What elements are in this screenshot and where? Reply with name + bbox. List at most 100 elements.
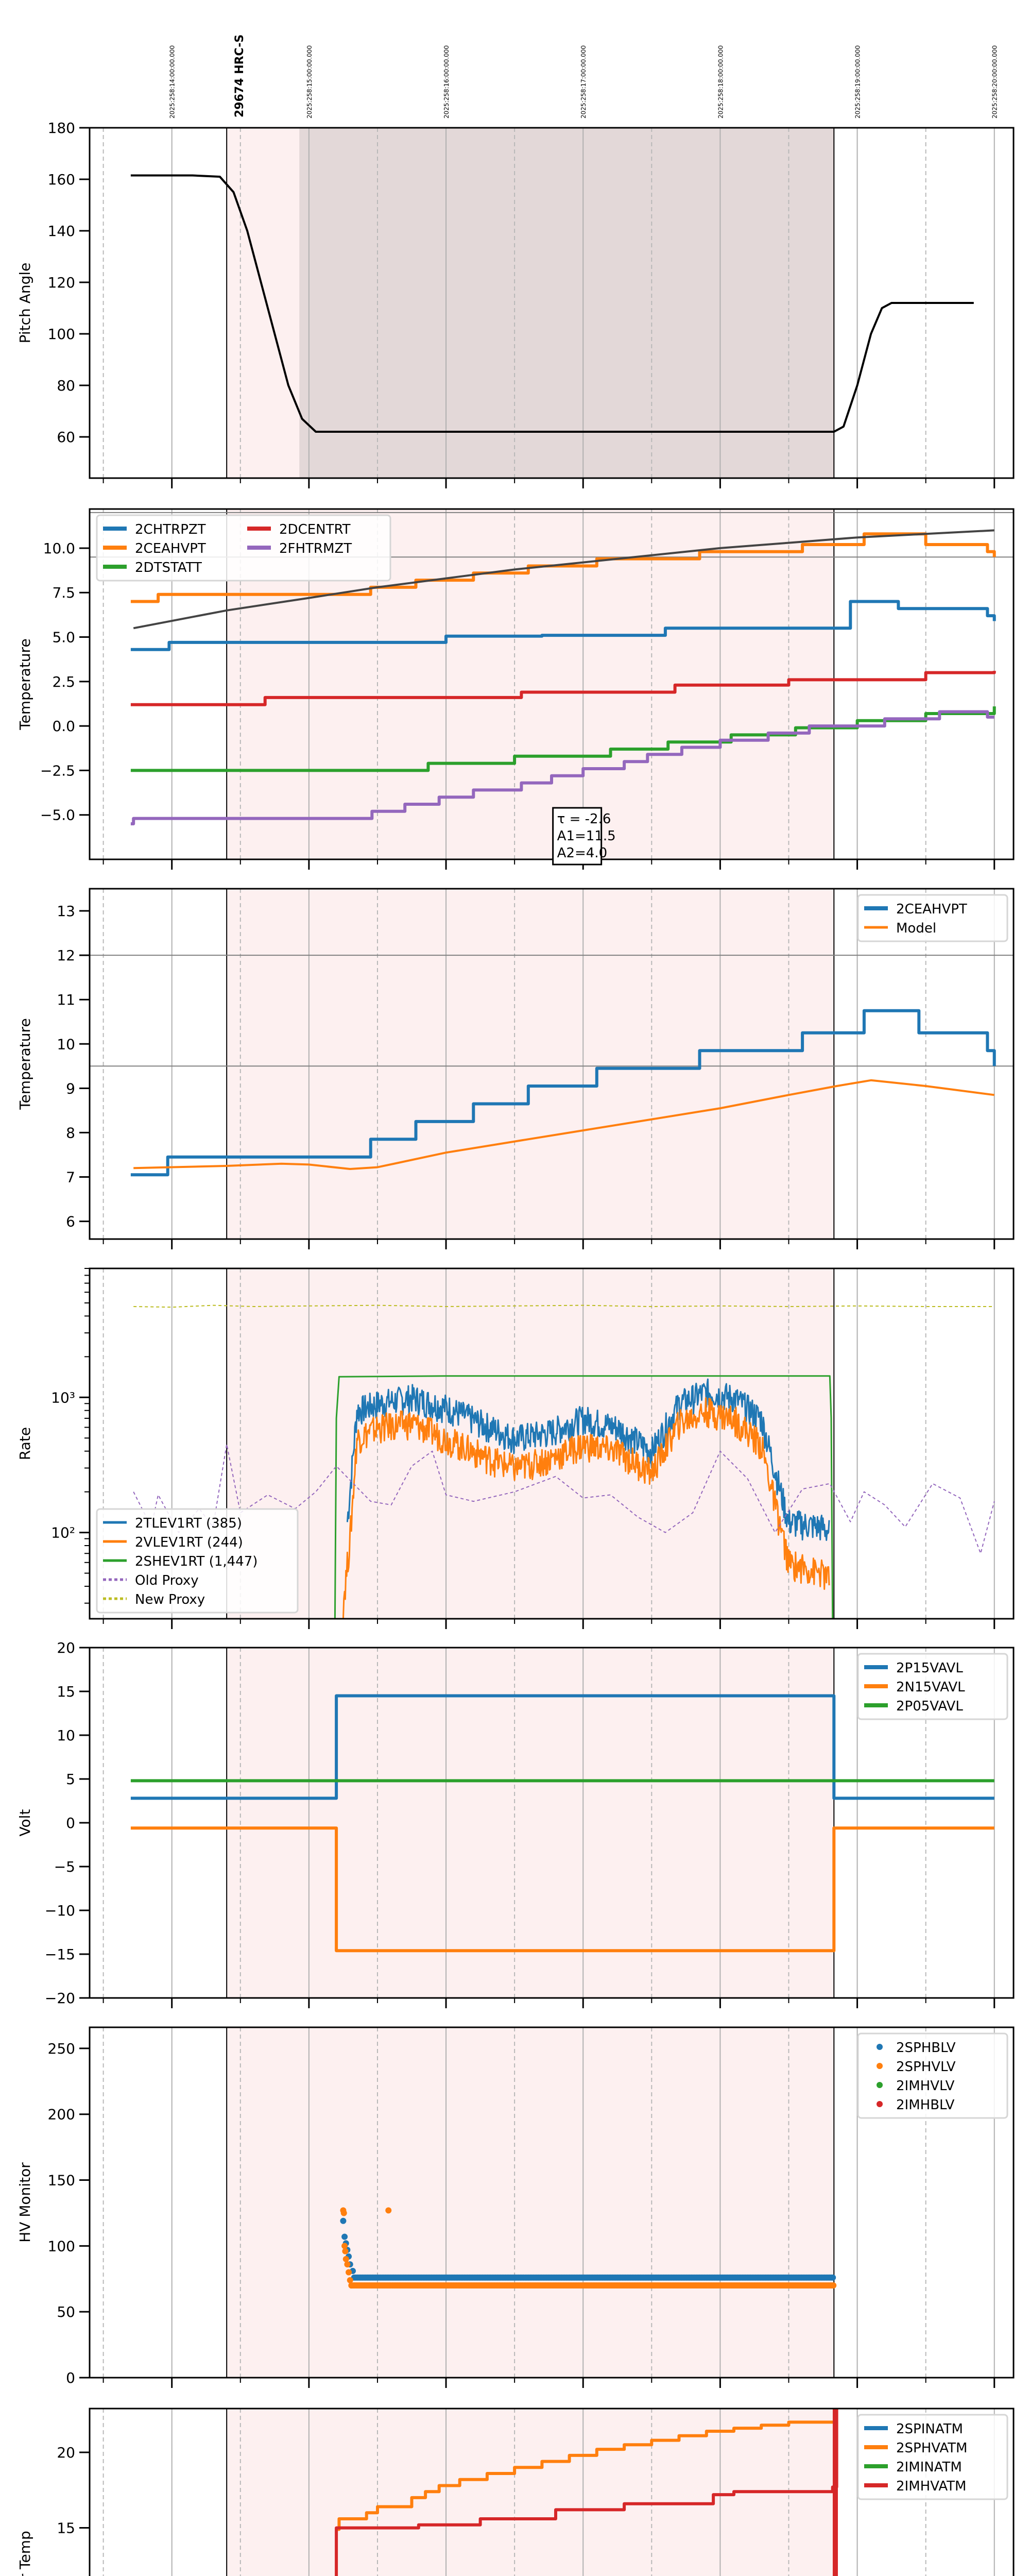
y-tick-label: 20 bbox=[57, 1639, 75, 1656]
y-axis-label: Rate bbox=[16, 1427, 33, 1460]
observation-window-shade bbox=[227, 1648, 834, 1998]
legend-label: 2DCENTRT bbox=[279, 522, 351, 537]
y-tick-label: −2.5 bbox=[40, 762, 75, 779]
y-tick-label: 180 bbox=[48, 120, 75, 137]
y-tick-label: 60 bbox=[57, 429, 75, 446]
scatter-point bbox=[344, 2261, 351, 2268]
series-line-model bbox=[133, 529, 994, 630]
legend-item: Old Proxy bbox=[103, 1573, 199, 1588]
plot-frame bbox=[89, 2408, 1015, 2576]
scatter-point bbox=[342, 2256, 349, 2262]
panel-4: 10² 10³ Rate 2TLEV1RT (385) 2VLEV1RT (244) 2S… bbox=[16, 1267, 1015, 1629]
series-line-2dtstatt bbox=[130, 706, 996, 772]
series-group bbox=[335, 2409, 838, 2576]
legend-marker bbox=[877, 2063, 883, 2069]
y-tick-label: 12 bbox=[57, 947, 75, 964]
scatter-point bbox=[830, 2282, 837, 2289]
legend-item: 2IMHVATM bbox=[864, 2479, 966, 2494]
legend-item: 2SPHVLV bbox=[877, 2059, 956, 2075]
y-tick-label: −15 bbox=[45, 1946, 75, 1963]
series-line-2vlev1rt-244- bbox=[342, 1397, 830, 1619]
y-tick-label: 100 bbox=[48, 2238, 75, 2255]
y-tick-label: 9 bbox=[66, 1080, 75, 1097]
top-time-label: 2025:258:19:00:00.000 bbox=[854, 45, 862, 118]
legend: 2SPINATM 2SPHVATM 2IMINATM 2IMHVATM bbox=[857, 2414, 1008, 2500]
legend-item: 2SHEV1RT (1,447) bbox=[103, 1554, 258, 1569]
legend-label: 2SPHVLV bbox=[896, 2059, 956, 2075]
y-axis-label: Volt bbox=[16, 1809, 33, 1837]
series-line-old-proxy bbox=[133, 1444, 995, 1554]
y-tick-label: 80 bbox=[57, 377, 75, 394]
y-tick-label: 13 bbox=[57, 903, 75, 920]
legend-label: 2P15VAVL bbox=[896, 1660, 963, 1676]
series-group bbox=[130, 174, 974, 433]
y-tick-label: 10³ bbox=[51, 1389, 75, 1406]
legend-marker bbox=[877, 2082, 883, 2088]
y-tick-label: 8 bbox=[66, 1124, 75, 1141]
legend-label: 2IMHBLV bbox=[896, 2097, 955, 2113]
legend-label: 2SPHBLV bbox=[896, 2040, 956, 2056]
y-tick-label: 0 bbox=[66, 2369, 75, 2386]
plot-frame bbox=[89, 2026, 1015, 2379]
legend-marker bbox=[877, 2101, 883, 2107]
legend-label: Old Proxy bbox=[135, 1573, 199, 1588]
series-line-model bbox=[133, 1079, 994, 1170]
legend-label: 2SHEV1RT (1,447) bbox=[135, 1554, 258, 1569]
panel-2: −5.0 −2.5 0.0 2.5 5.0 7.5 10.0 Temperature 2CHTR… bbox=[16, 508, 1015, 870]
legend-box bbox=[857, 1653, 1008, 1720]
series-line-2ceahvpt bbox=[130, 532, 996, 603]
y-tick-label: 0.0 bbox=[52, 718, 75, 735]
series-line-2fhtrmzt bbox=[130, 710, 994, 825]
y-tick-label: 0 bbox=[66, 1815, 75, 1832]
legend-item: 2DTSTATT bbox=[103, 560, 202, 575]
legend-item: 2SPINATM bbox=[864, 2421, 963, 2437]
annotation-line: τ = -2.6 bbox=[557, 811, 611, 827]
y-tick-label: 15 bbox=[57, 1683, 75, 1700]
legend-item: 2VLEV1RT (244) bbox=[103, 1535, 243, 1550]
y-tick-label: 10 bbox=[57, 1727, 75, 1744]
legend-label: 2TLEV1RT (385) bbox=[135, 1516, 242, 1531]
legend-label: 2IMHVATM bbox=[896, 2479, 966, 2494]
y-tick-label: 10 bbox=[57, 1036, 75, 1053]
legend-item: 2SPHBLV bbox=[877, 2040, 956, 2056]
series-group bbox=[340, 2207, 837, 2289]
legend-label: 2N15VAVL bbox=[896, 1680, 965, 1695]
legend-item: 2P15VAVL bbox=[864, 1660, 963, 1676]
plot-frame bbox=[89, 1267, 1015, 1620]
legend-box bbox=[857, 2032, 1008, 2119]
legend-item: 2P05VAVL bbox=[864, 1699, 963, 1714]
top-time-label: 2025:258:20:00:00.000 bbox=[991, 45, 999, 118]
scatter-point bbox=[342, 2248, 349, 2255]
legend: 2P15VAVL 2N15VAVL 2P05VAVL bbox=[857, 1653, 1008, 1720]
series-line-2n15vavl bbox=[130, 1826, 994, 1953]
legend-box bbox=[857, 2414, 1008, 2500]
top-time-label: 2025:258:15:00:00.000 bbox=[306, 45, 313, 118]
legend-label: 2P05VAVL bbox=[896, 1699, 963, 1714]
legend-label: Model bbox=[896, 921, 936, 936]
scatter-point bbox=[385, 2207, 392, 2214]
y-tick-label: 5 bbox=[66, 1771, 75, 1788]
y-tick-label: 20 bbox=[57, 2444, 75, 2461]
y-tick-label: 160 bbox=[48, 171, 75, 188]
top-time-label: 2025:258:17:00:00.000 bbox=[580, 45, 587, 118]
legend-label: 2CHTRPZT bbox=[135, 522, 206, 537]
legend-item: 2DCENTRT bbox=[247, 522, 351, 537]
plot-frame bbox=[89, 127, 1015, 479]
series-line-2tlev1rt-385- bbox=[346, 1378, 830, 1541]
series-group bbox=[130, 1694, 994, 1953]
legend-label: 2CEAHVPT bbox=[896, 902, 967, 917]
y-tick-label: 100 bbox=[48, 326, 75, 343]
y-axis-label: HV Monitor bbox=[16, 2162, 33, 2243]
legend-marker bbox=[877, 2044, 883, 2050]
y-tick-label: 10² bbox=[51, 1524, 75, 1541]
legend-label: New Proxy bbox=[135, 1592, 205, 1607]
observation-window-shade bbox=[227, 889, 834, 1239]
legend-item: 2IMHBLV bbox=[877, 2097, 955, 2113]
legend-item: 2CHTRPZT bbox=[103, 522, 206, 537]
top-time-labels: 2025:258:14:00:00.000 29674 HRC-S 2025:258… bbox=[169, 35, 999, 118]
legend-label: 2FHTRMZT bbox=[279, 541, 352, 556]
y-tick-label: −5 bbox=[54, 1858, 75, 1875]
legend-box bbox=[96, 1508, 299, 1614]
